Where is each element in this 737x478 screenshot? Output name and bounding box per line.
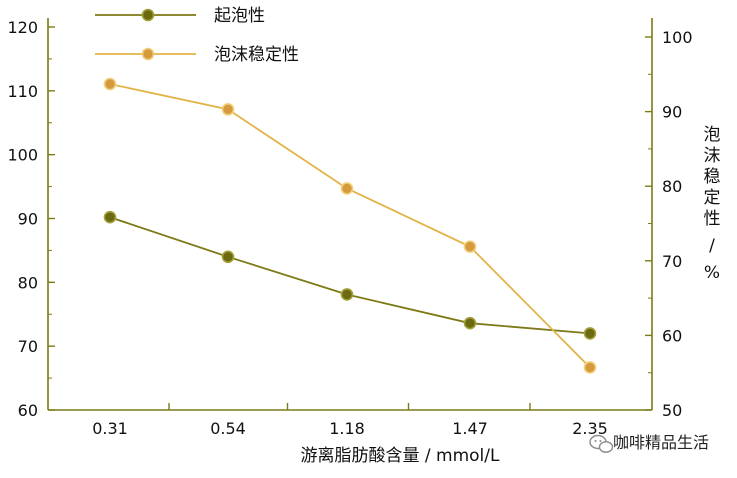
x-tick-label: 0.31 xyxy=(92,419,128,438)
watermark: 咖啡精品生活 xyxy=(589,433,709,453)
legend-label-1: 起泡性 xyxy=(214,6,265,26)
series-1-point xyxy=(583,327,597,340)
right-y-tick-label: 100 xyxy=(662,28,693,47)
wechat-icon xyxy=(589,434,614,453)
series-1-point xyxy=(103,210,117,224)
x-tick-label: 0.54 xyxy=(210,419,246,438)
right-y-axis-title: 泡沫稳定性 / % xyxy=(704,125,721,283)
right-y-tick-label: 60 xyxy=(662,326,682,345)
right-y-tick-label: 80 xyxy=(662,177,682,196)
series-1-point xyxy=(463,316,477,330)
series-2-point xyxy=(340,182,354,195)
series-1-point xyxy=(221,250,235,264)
series-line-2 xyxy=(109,83,591,369)
series-line-1 xyxy=(109,216,591,335)
series-2-point xyxy=(103,77,117,91)
x-tick-label: 2.35 xyxy=(572,419,608,438)
left-y-tick-label: 90 xyxy=(18,210,38,229)
left-y-tick-label: 120 xyxy=(7,18,38,37)
x-tick-label: 1.18 xyxy=(329,419,365,438)
left-y-tick-label: 100 xyxy=(7,146,38,165)
x-tick-label: 1.47 xyxy=(452,419,488,438)
series-1-point xyxy=(340,288,354,301)
series-2-point xyxy=(463,240,477,253)
left-y-tick-label: 110 xyxy=(7,82,38,101)
legend-marker-1 xyxy=(141,8,155,22)
series-layer xyxy=(103,77,597,374)
legend-marker-2 xyxy=(141,47,155,61)
left-y-tick-label: 60 xyxy=(18,401,38,420)
left-y-tick-label: 70 xyxy=(18,337,38,356)
legend-label-2: 泡沫稳定性 xyxy=(214,45,299,65)
right-y-tick-label: 70 xyxy=(662,252,682,271)
right-y-tick-label: 50 xyxy=(662,401,682,420)
series-2-point xyxy=(221,103,235,116)
x-axis-title: 游离脂肪酸含量 / mmol/L xyxy=(301,446,501,466)
axes: 60 70 80 90 100 110 120 50 60 70 80 90 100 泡沫稳定性 / % 0… xyxy=(7,18,721,438)
watermark-text: 咖啡精品生活 xyxy=(613,433,709,452)
left-y-tick-label: 80 xyxy=(18,273,38,292)
series-2-point xyxy=(583,361,597,374)
right-y-tick-label: 90 xyxy=(662,103,682,122)
